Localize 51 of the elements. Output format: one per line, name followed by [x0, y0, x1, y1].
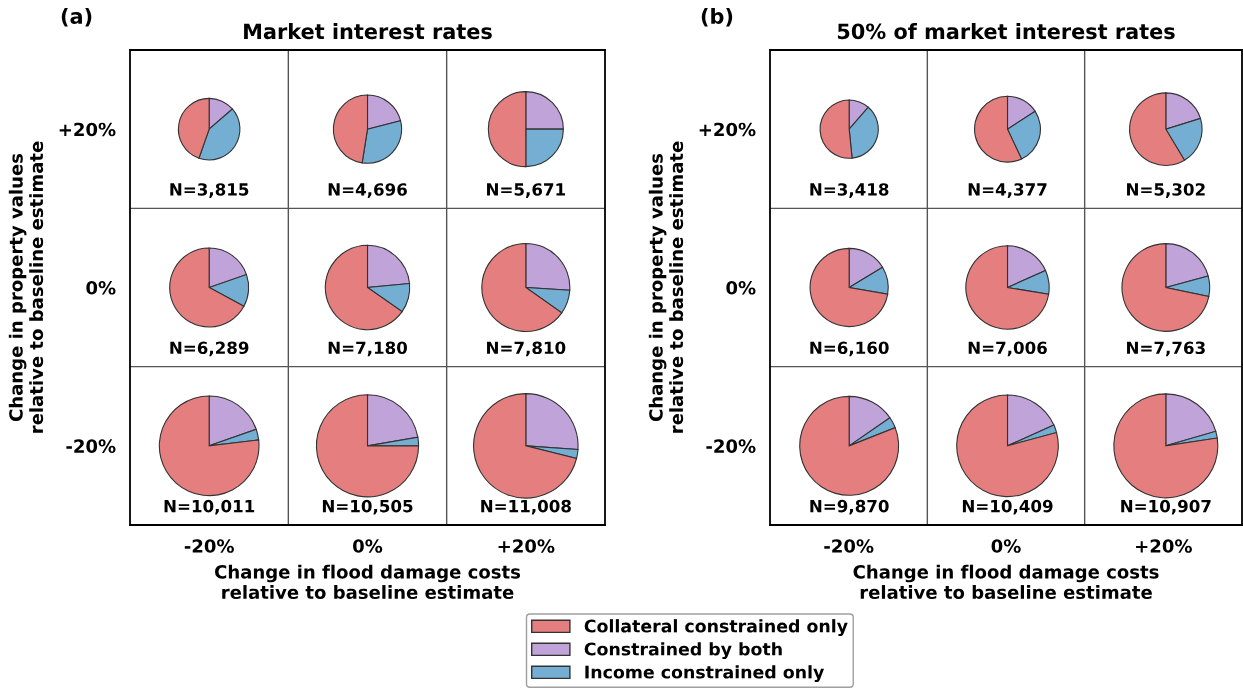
text: N=9,870 [810, 499, 889, 515]
category-label: +20% [699, 122, 756, 137]
text: (b) [701, 7, 733, 27]
text: N=7,810 [487, 341, 566, 357]
text: N=10,409 [962, 499, 1053, 515]
pie-slice [965, 245, 1050, 330]
text: N=5,671 [487, 183, 565, 198]
legend-label: Income constrained only [585, 665, 825, 683]
category-label: 0% [86, 280, 116, 295]
pie-slice [956, 394, 1059, 498]
text: Change in flood damage costs relative to baseline estimate [853, 564, 1159, 600]
legend-label: Constrained by both [584, 642, 782, 660]
text: N=10,011 [164, 499, 255, 515]
pie-slice [809, 247, 889, 328]
text: N=4,377 [968, 183, 1047, 198]
pie-slice [158, 395, 260, 497]
text: Change in property values relative to baseline estimate [8, 141, 44, 433]
text: 50% of market interest rates [837, 23, 1175, 40]
text: N=7,006 [968, 341, 1047, 357]
category-label: -20% [824, 539, 874, 553]
pie-slice [1113, 393, 1219, 499]
text: N=7,763 [1127, 341, 1205, 357]
text: (a) [61, 7, 92, 27]
category-label: +20% [1136, 539, 1192, 553]
text: N=5,302 [1127, 183, 1205, 198]
category-label: 0% [353, 539, 383, 553]
text: N=10,907 [1121, 499, 1211, 515]
category-label: +20% [498, 539, 555, 553]
text: N=3,815 [170, 183, 249, 198]
text: N=10,505 [322, 499, 413, 515]
text: Change in property values relative to baseline estimate [648, 141, 684, 433]
category-label: 0% [726, 280, 756, 295]
text: N=7,180 [328, 341, 408, 357]
legend-label: Collateral constrained only [584, 619, 848, 637]
pie-slice [169, 247, 245, 328]
pie-slice [1121, 243, 1210, 332]
text: Market interest rates [244, 23, 492, 40]
text: N=3,418 [810, 183, 889, 198]
category-label: -20% [706, 439, 756, 453]
category-label: 0% [991, 539, 1021, 553]
text: N=4,696 [328, 183, 407, 198]
text: N=6,160 [810, 341, 889, 357]
pie-slice [315, 394, 420, 498]
text: N=11,008 [481, 499, 571, 515]
category-label: -20% [184, 539, 234, 553]
pie-slice [799, 395, 900, 496]
text: N=6,289 [170, 341, 249, 357]
category-label: -20% [66, 439, 116, 453]
text: Change in flood damage costs relative to baseline estimate [215, 564, 521, 600]
category-label: +20% [59, 122, 116, 137]
pie-slice [473, 393, 578, 499]
